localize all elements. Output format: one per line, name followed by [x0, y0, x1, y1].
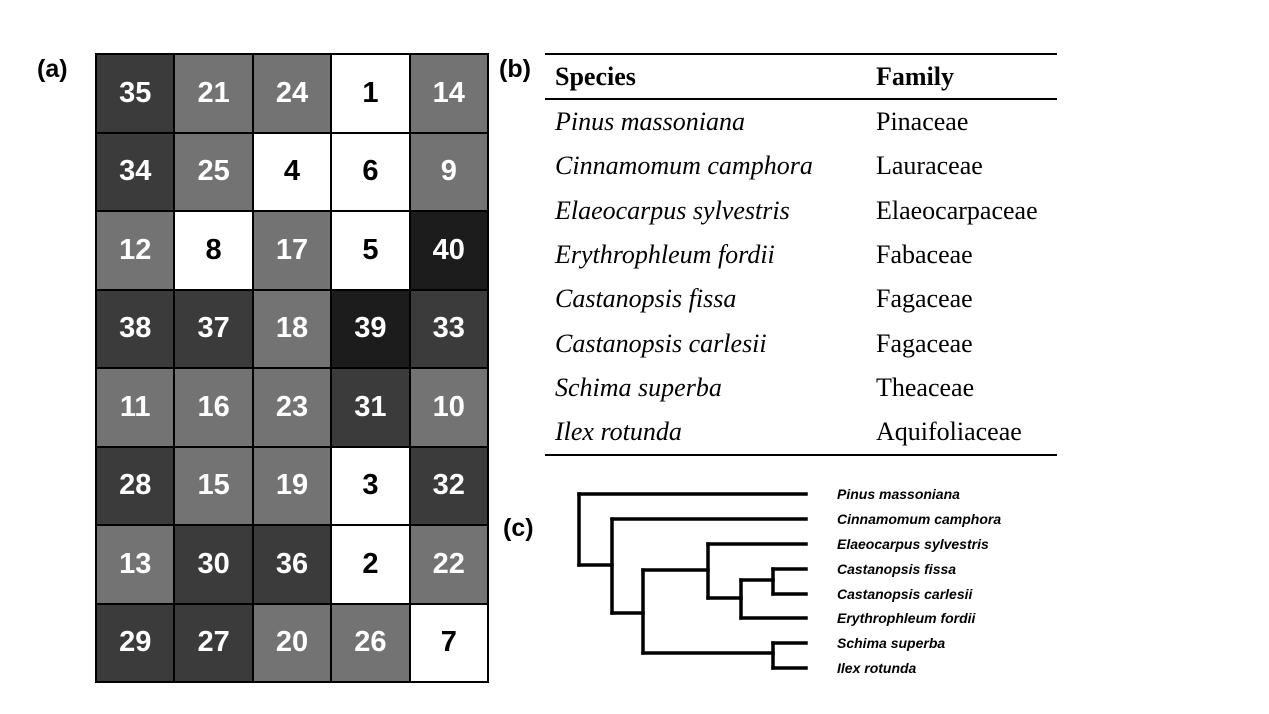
tree-tip-label: Cinnamomum camphora — [837, 511, 1002, 527]
table-row: Pinus massoniana Pinaceae — [545, 100, 1057, 144]
header-family: Family — [876, 61, 954, 91]
plot-cell: 14 — [409, 54, 488, 133]
plot-cell: 7 — [409, 603, 488, 682]
plot-cell: 32 — [409, 446, 488, 525]
plot-cell: 13 — [96, 525, 175, 604]
plot-cell: 30 — [174, 525, 253, 604]
plot-cell: 4 — [252, 132, 332, 211]
plot-cell: 17 — [252, 211, 332, 290]
plot-cell: 38 — [96, 289, 175, 368]
tree-tip-label: Ilex rotunda — [837, 660, 917, 676]
plot-cell: 23 — [252, 368, 332, 447]
family-name: Theaceae — [876, 372, 975, 402]
plot-cell: 18 — [252, 289, 332, 368]
header-species: Species — [555, 61, 636, 91]
table-body: Pinus massoniana Pinaceae Cinnamomum camph… — [545, 100, 1057, 454]
header-rule — [545, 98, 1057, 100]
table-header: Species Family — [545, 55, 1057, 98]
species-name: Cinnamomum camphora — [555, 151, 813, 181]
plot-cell: 9 — [409, 132, 488, 211]
species-name: Schima superba — [555, 372, 722, 402]
plot-cell: 11 — [96, 368, 175, 447]
family-name: Aquifoliaceae — [876, 417, 1022, 447]
plot-cell: 35 — [96, 54, 175, 133]
species-table: Species Family Pinus massoniana Pinaceae C… — [545, 53, 1057, 456]
plot-cell: 5 — [331, 211, 410, 290]
panel-label-a: (a) — [37, 55, 68, 83]
plot-cell: 34 — [96, 132, 175, 211]
tree-tip-label: Erythrophleum fordii — [837, 610, 976, 626]
tree-tip-label: Schima superba — [837, 635, 946, 651]
plot-cell: 2 — [331, 525, 410, 604]
plot-cell: 26 — [331, 603, 410, 682]
plot-cell: 24 — [252, 54, 332, 133]
plot-cell: 33 — [409, 289, 488, 368]
family-name: Elaeocarpaceae — [876, 195, 1038, 225]
family-name: Pinaceae — [876, 107, 969, 137]
plot-cell: 29 — [96, 603, 175, 682]
plot-cell: 31 — [331, 368, 410, 447]
plot-cell: 36 — [252, 525, 332, 604]
species-name: Castanopsis carlesii — [555, 328, 767, 358]
plot-cell: 25 — [174, 132, 253, 211]
plot-cell: 10 — [409, 368, 488, 447]
family-name: Lauraceae — [876, 151, 983, 181]
plot-cell: 20 — [252, 603, 332, 682]
panel-label-c: (c) — [503, 514, 534, 542]
panel-label-b: (b) — [499, 55, 531, 83]
tree-tip-label: Elaeocarpus sylvestris — [837, 536, 989, 552]
plot-cell: 37 — [174, 289, 253, 368]
plot-cell: 6 — [331, 132, 410, 211]
plot-cell: 22 — [409, 525, 488, 604]
species-name: Ilex rotunda — [555, 417, 682, 447]
species-name: Elaeocarpus sylvestris — [555, 195, 790, 225]
plot-cell: 21 — [174, 54, 253, 133]
top-rule — [545, 53, 1057, 55]
family-name: Fagaceae — [876, 328, 973, 358]
table-row: Schima superba Theaceae — [545, 366, 1057, 410]
plot-cell: 8 — [174, 211, 253, 290]
table-row: Erythrophleum fordii Fabaceae — [545, 233, 1057, 277]
table-row: Castanopsis fissa Fagaceae — [545, 277, 1057, 321]
table-row: Castanopsis carlesii Fagaceae — [545, 321, 1057, 365]
plot-cell: 28 — [96, 446, 175, 525]
plot-cell: 3 — [331, 446, 410, 525]
plot-cell: 39 — [331, 289, 410, 368]
plot-cell: 19 — [252, 446, 332, 525]
family-name: Fabaceae — [876, 240, 973, 270]
tree-tip-label: Pinus massoniana — [837, 486, 960, 502]
plot-cell: 27 — [174, 603, 253, 682]
table-row: Ilex rotunda Aquifoliaceae — [545, 410, 1057, 454]
species-name: Pinus massoniana — [555, 107, 745, 137]
species-name: Erythrophleum fordii — [555, 240, 775, 270]
bottom-rule — [545, 454, 1057, 456]
table-row: Cinnamomum camphora Lauraceae — [545, 144, 1057, 188]
plot-cell: 40 — [409, 211, 488, 290]
plot-cell: 15 — [174, 446, 253, 525]
species-name: Castanopsis fissa — [555, 284, 737, 314]
family-name: Fagaceae — [876, 284, 973, 314]
plot-cell: 16 — [174, 368, 253, 447]
plot-cell: 12 — [96, 211, 175, 290]
plot-grid: 35 21 24 1 14 34 25 4 6 9 12 8 17 5 40 38 37 18 39 33 11 16 23… — [95, 53, 489, 683]
tree-tip-label: Castanopsis carlesii — [837, 586, 973, 602]
plot-cell: 1 — [331, 54, 410, 133]
table-row: Elaeocarpus sylvestris Elaeocarpaceae — [545, 189, 1057, 233]
tree-tip-label: Castanopsis fissa — [837, 561, 957, 577]
